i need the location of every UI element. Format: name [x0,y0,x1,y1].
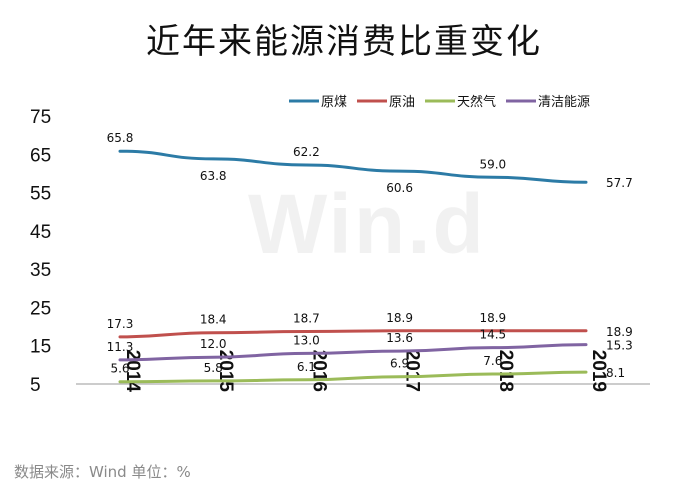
data-label: 18.9 [479,311,506,325]
y-tick-label: 55 [30,184,51,205]
data-label: 57.7 [606,176,633,190]
y-tick-label: 15 [30,337,51,358]
data-label: 6.1 [297,360,316,374]
y-tick-label: 5 [30,375,41,396]
series-line [118,329,588,339]
data-label: 8.1 [606,366,625,380]
data-label: 60.6 [386,181,413,195]
data-label: 12.0 [200,337,227,351]
data-label: 13.0 [293,333,320,347]
data-label: 59.0 [479,157,506,171]
source-note: 数据来源：Wind 单位：% [14,463,191,481]
data-label: 65.8 [107,131,134,145]
data-label: 18.7 [293,312,320,326]
data-label: 5.6 [110,362,129,376]
data-label: 14.5 [479,328,506,342]
y-tick-label: 35 [30,260,51,281]
data-label: 62.2 [293,145,320,159]
series-lines [118,149,588,384]
x-tick-label: 2016 [308,350,329,392]
legend-label: 天然气 [457,94,496,110]
x-tick-label: 2017 [402,350,423,392]
legend: 原煤 原油 天然气 清洁能源 [289,94,590,110]
chart-title: 近年来能源消费比重变化 [146,22,542,62]
y-tick-label: 65 [30,145,51,166]
legend-label: 清洁能源 [538,95,590,110]
y-tick-label: 75 [30,107,51,128]
y-axis: 5 15 25 35 45 55 65 75 [30,107,51,396]
wind-watermark: Win.d [248,177,486,271]
data-label: 11.3 [107,340,134,354]
data-labels: 65.8 63.8 62.2 60.6 59.0 57.7 17.3 18.4 18.7 18.9… [107,131,633,380]
series-line [118,370,588,384]
legend-label: 原煤 [321,95,347,110]
data-label: 13.6 [386,331,413,345]
data-label: 7.6 [483,354,502,368]
x-tick-label: 2018 [495,350,516,392]
x-tick-label: 2019 [588,350,609,392]
data-label: 5.8 [204,361,223,375]
y-tick-label: 45 [30,222,51,243]
series-line [118,149,588,184]
data-label: 17.3 [107,317,134,331]
y-tick-label: 25 [30,298,51,319]
data-label: 6.9 [390,357,409,371]
series-line [118,343,588,362]
data-label: 15.3 [606,339,633,353]
data-label: 18.4 [200,313,227,327]
data-label: 18.9 [386,311,413,325]
data-label: 18.9 [606,325,633,339]
legend-label: 原油 [389,95,415,110]
data-label: 63.8 [200,169,227,183]
